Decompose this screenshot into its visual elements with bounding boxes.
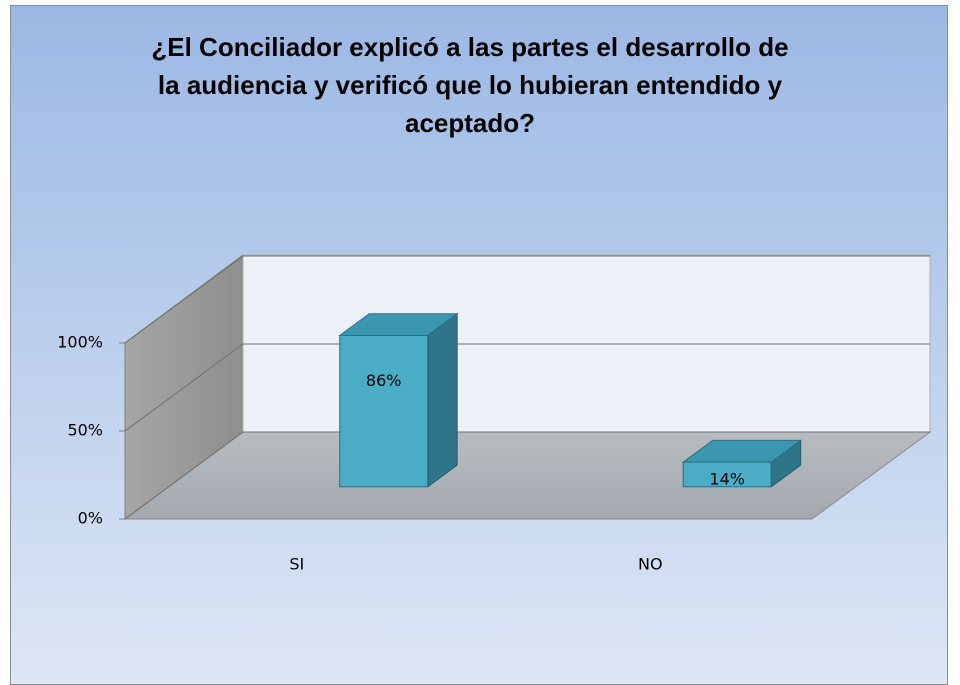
grid-line — [124, 343, 244, 432]
data-label: 14% — [709, 469, 745, 488]
y-tick-label: 50% — [67, 421, 103, 440]
x-tick-label: SI — [289, 555, 304, 574]
grid-line — [124, 255, 244, 344]
bar-side — [427, 312, 458, 488]
grid-line — [124, 431, 244, 520]
data-label: 86% — [366, 371, 402, 390]
x-tick-label: NO — [638, 555, 663, 574]
chart-title: ¿El Conciliador explicó a las partes el … — [151, 32, 789, 138]
bar — [339, 334, 429, 488]
bar — [682, 461, 772, 488]
y-tick-label: 100% — [57, 333, 103, 352]
floor — [123, 431, 932, 520]
y-tick-label: 0% — [78, 509, 103, 528]
